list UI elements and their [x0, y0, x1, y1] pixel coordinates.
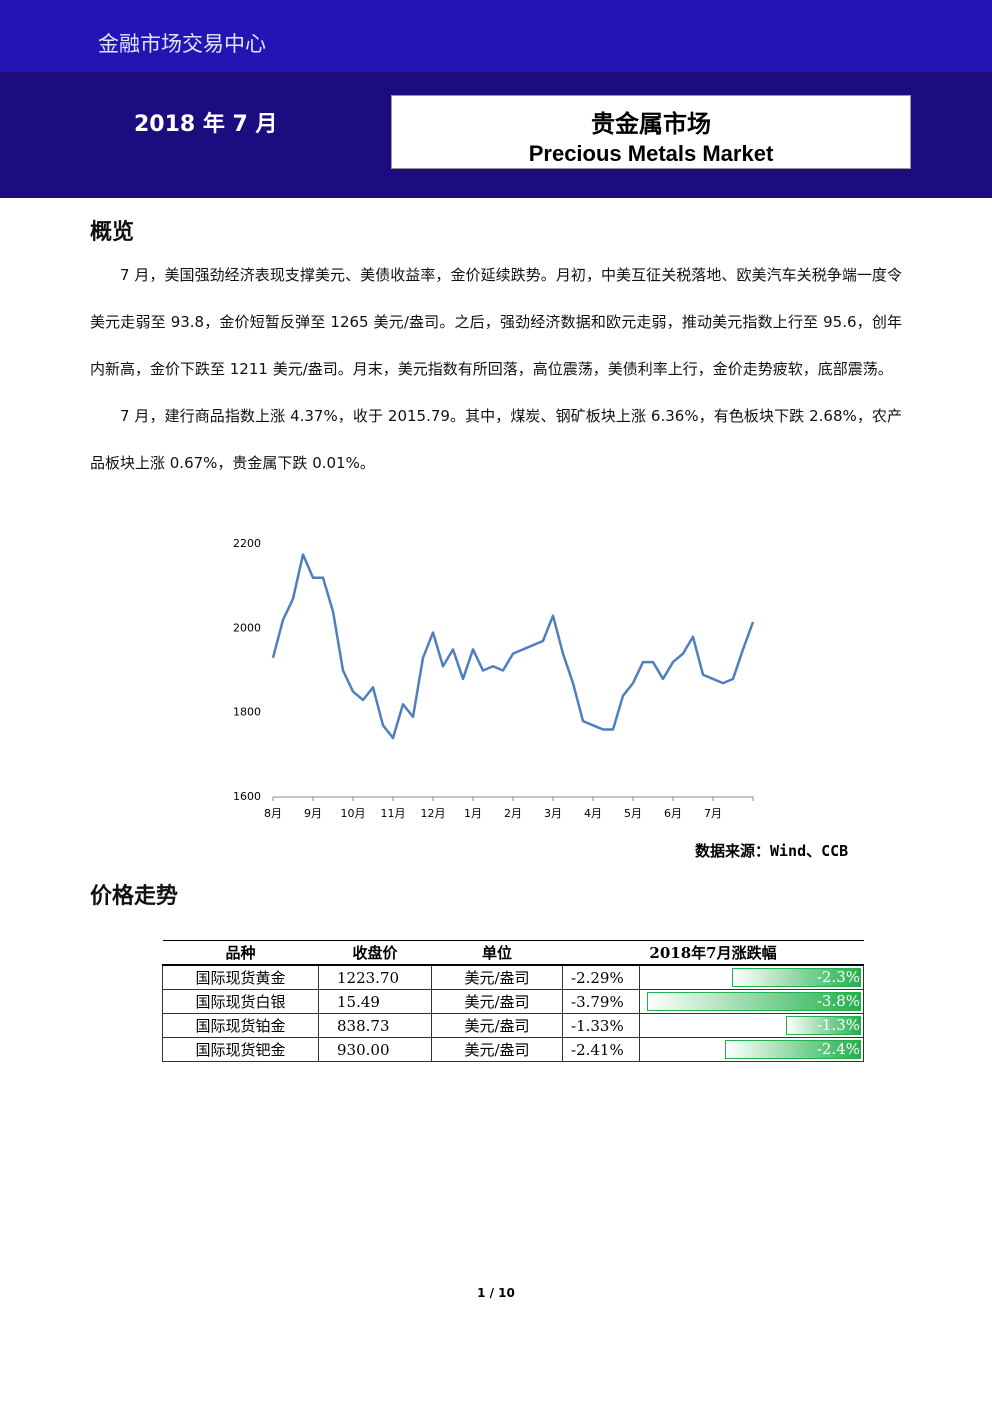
x-tick-label: 9月 [304, 807, 322, 820]
y-tick-label: 2200 [233, 537, 261, 550]
bar-label: -1.3% [816, 1016, 860, 1034]
title-cn: 贵金属市场 [591, 110, 711, 138]
cell: 美元/盎司 [431, 964, 563, 990]
bar-label: -2.3% [816, 968, 860, 986]
bar-cell: -2.4% [638, 1037, 865, 1062]
column-header: 2018年7月涨跌幅 [562, 940, 864, 966]
x-tick-label: 11月 [381, 807, 406, 820]
x-tick-label: 2月 [504, 807, 522, 820]
bar [785, 1016, 861, 1035]
cell: -3.79% [562, 989, 640, 1014]
bar-label: -3.8% [816, 992, 860, 1010]
cell: 美元/盎司 [431, 1013, 563, 1038]
title-en: Precious Metals Market [528, 141, 774, 166]
cell: 国际现货黄金 [162, 964, 319, 990]
cell: 国际现货白银 [162, 989, 319, 1014]
bar [647, 992, 861, 1011]
date: 2018 年 7 月 [134, 112, 278, 137]
y-tick-label: 2000 [233, 621, 261, 634]
bar-cell: -2.3% [638, 964, 865, 990]
x-tick-label: 8月 [264, 807, 282, 820]
bar-cell: -3.8% [638, 989, 865, 1014]
y-tick-label: 1600 [233, 790, 261, 803]
bar-label: -2.4% [816, 1040, 860, 1058]
table-body: 国际现货黄金 1223.70 美元/盎司 -2.29% -2.3% 国际现货白银 15.49… [162, 964, 865, 1062]
bar [731, 968, 861, 987]
paragraph: 7 月，美国强劲经济表现支撑美元、美债收益率，金价延续跌势。月初，中美互征关税落… [90, 266, 902, 378]
y-tick-label: 1800 [233, 706, 261, 719]
x-tick-label: 12月 [421, 807, 446, 820]
cell: 15.49 [318, 989, 432, 1014]
cell: 国际现货钯金 [162, 1037, 319, 1062]
price-line [271, 553, 755, 740]
cell: 1223.70 [318, 964, 432, 990]
x-tick-label: 6月 [664, 807, 682, 820]
column-header: 收盘价 [318, 940, 432, 966]
column-header: 品种 [162, 940, 319, 966]
cell: -1.33% [562, 1013, 640, 1038]
paragraphs: 7 月，美国强劲经济表现支撑美元、美债收益率，金价延续跌势。月初，中美互征关税落… [90, 252, 902, 487]
column-header: 单位 [431, 940, 563, 966]
heading: 价格走势 [90, 884, 179, 909]
bar-cell: -1.3% [638, 1013, 865, 1038]
header-row: 品种 收盘价 单位 2018年7月涨跌幅 [162, 940, 864, 966]
table-row: 国际现货白银 15.49 美元/盎司 -3.79% -3.8% [162, 989, 865, 1014]
price-table: 品种 收盘价 单位 2018年7月涨跌幅 国际现货黄金 1223.70 美元/盎司 -2.2… [162, 940, 865, 1062]
source: 数据来源：Wind、CCB [695, 842, 849, 860]
x-tick-label: 1月 [464, 807, 482, 820]
table-row: 国际现货铂金 838.73 美元/盎司 -1.33% -1.3% [162, 1013, 865, 1038]
cell: 国际现货铂金 [162, 1013, 319, 1038]
cell: -2.41% [562, 1037, 640, 1062]
brand: 金融市场交易中心 [98, 32, 266, 56]
page-number: 1 / 10 [477, 1286, 515, 1300]
cell: 美元/盎司 [431, 989, 563, 1014]
cell: 930.00 [318, 1037, 432, 1062]
table-row: 国际现货黄金 1223.70 美元/盎司 -2.29% -2.3% [162, 964, 865, 990]
x-tick-label: 3月 [544, 807, 562, 820]
x-tick-label: 5月 [624, 807, 642, 820]
cell: -2.29% [562, 964, 640, 990]
x-tick-label: 4月 [584, 807, 602, 820]
title-box: 贵金属市场 Precious Metals Market [391, 95, 911, 169]
cell: 美元/盎司 [431, 1037, 563, 1062]
heading: 概览 [90, 220, 135, 245]
cell: 838.73 [318, 1013, 432, 1038]
x-tick-label: 7月 [704, 807, 722, 820]
chart: 1600 1800 2000 2200 8月 9月 10月 11月 12月 1月 2月 3月 4月 5月 6… [233, 537, 755, 820]
table-row: 国际现货钯金 930.00 美元/盎司 -2.41% -2.4% [162, 1037, 865, 1062]
bar [724, 1040, 861, 1059]
paragraph: 7 月，建行商品指数上涨 4.37%，收于 2015.79。其中，煤炭、钢矿板块… [90, 407, 902, 472]
top-bar [0, 0, 992, 72]
x-tick-label: 10月 [341, 807, 366, 820]
